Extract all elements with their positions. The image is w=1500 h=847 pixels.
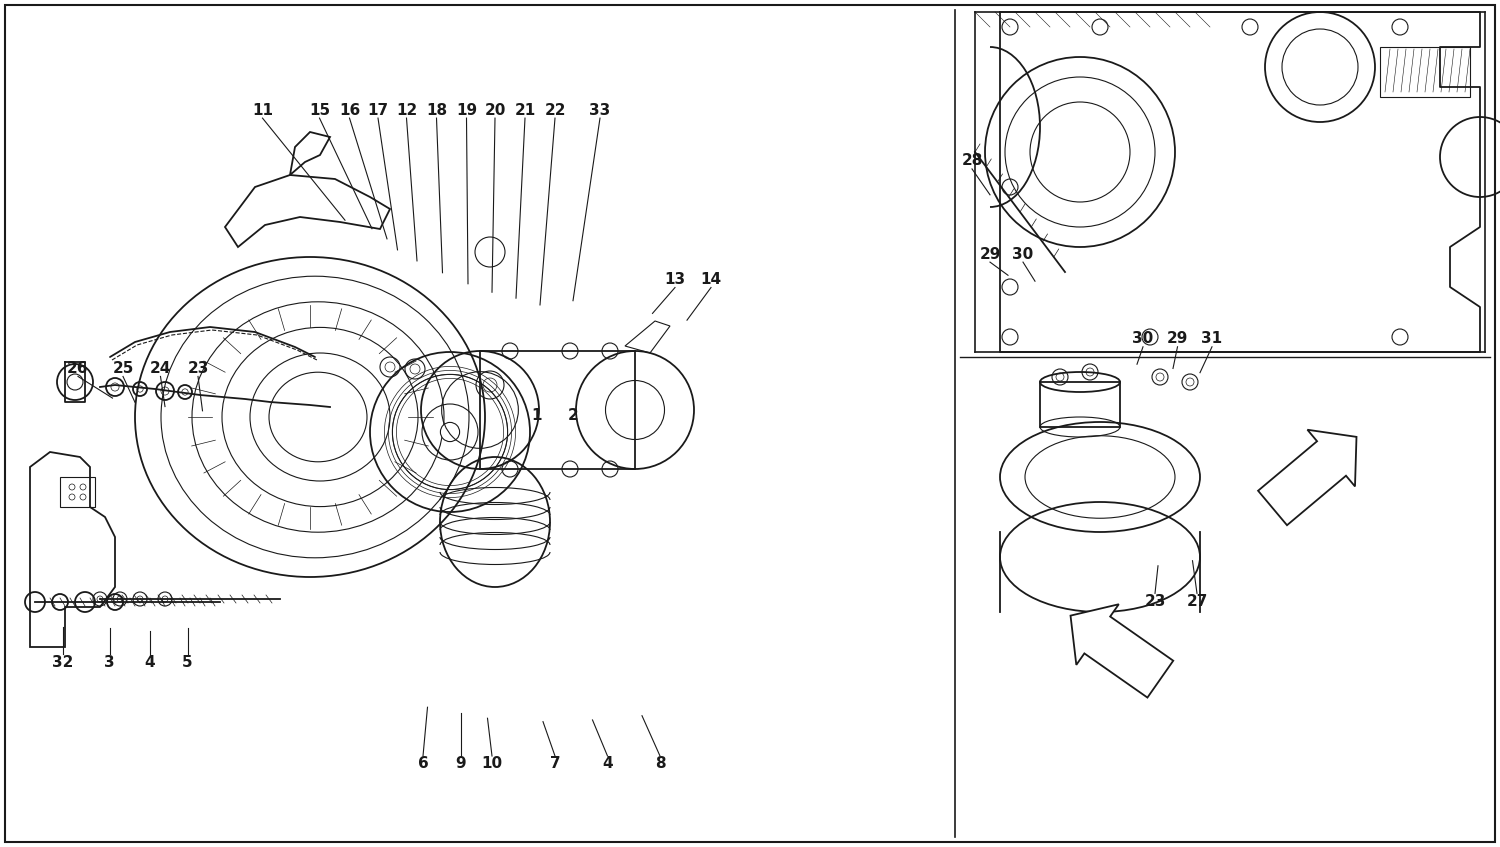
Text: 23: 23 xyxy=(1144,594,1166,609)
Text: 9: 9 xyxy=(454,756,466,772)
Text: 4: 4 xyxy=(144,655,156,670)
Text: 21: 21 xyxy=(514,102,535,118)
Text: 8: 8 xyxy=(654,756,666,772)
Bar xyxy=(1380,47,1470,97)
Text: 28: 28 xyxy=(962,153,982,169)
Polygon shape xyxy=(1258,429,1356,525)
Text: 33: 33 xyxy=(590,102,610,118)
Text: 3: 3 xyxy=(104,655,116,670)
Text: 27: 27 xyxy=(1186,594,1208,609)
Text: 29: 29 xyxy=(1167,331,1188,346)
Text: 5: 5 xyxy=(182,655,194,670)
Text: 2: 2 xyxy=(567,407,579,423)
Bar xyxy=(480,351,634,469)
Text: 30: 30 xyxy=(1013,246,1034,262)
Text: 14: 14 xyxy=(700,272,721,287)
Polygon shape xyxy=(1071,604,1173,698)
Text: 12: 12 xyxy=(396,102,417,118)
Circle shape xyxy=(441,423,459,441)
Text: 6: 6 xyxy=(417,756,429,772)
Text: 15: 15 xyxy=(309,102,330,118)
Text: 11: 11 xyxy=(252,102,273,118)
Text: 10: 10 xyxy=(482,756,502,772)
Text: 7: 7 xyxy=(549,756,561,772)
Text: 1: 1 xyxy=(531,407,543,423)
Text: 22: 22 xyxy=(544,102,566,118)
Text: 26: 26 xyxy=(68,361,88,376)
Text: 31: 31 xyxy=(1202,331,1222,346)
Text: 19: 19 xyxy=(456,102,477,118)
Bar xyxy=(1040,382,1120,427)
Text: 30: 30 xyxy=(1132,331,1154,346)
Text: 24: 24 xyxy=(150,361,171,376)
Text: 17: 17 xyxy=(368,102,388,118)
Text: 32: 32 xyxy=(53,655,74,670)
Text: 20: 20 xyxy=(484,102,506,118)
Text: 16: 16 xyxy=(339,102,360,118)
Text: 25: 25 xyxy=(112,361,134,376)
Text: 29: 29 xyxy=(980,246,1000,262)
Text: 18: 18 xyxy=(426,102,447,118)
Text: 4: 4 xyxy=(602,756,613,772)
Text: 13: 13 xyxy=(664,272,686,287)
Text: 23: 23 xyxy=(188,361,209,376)
